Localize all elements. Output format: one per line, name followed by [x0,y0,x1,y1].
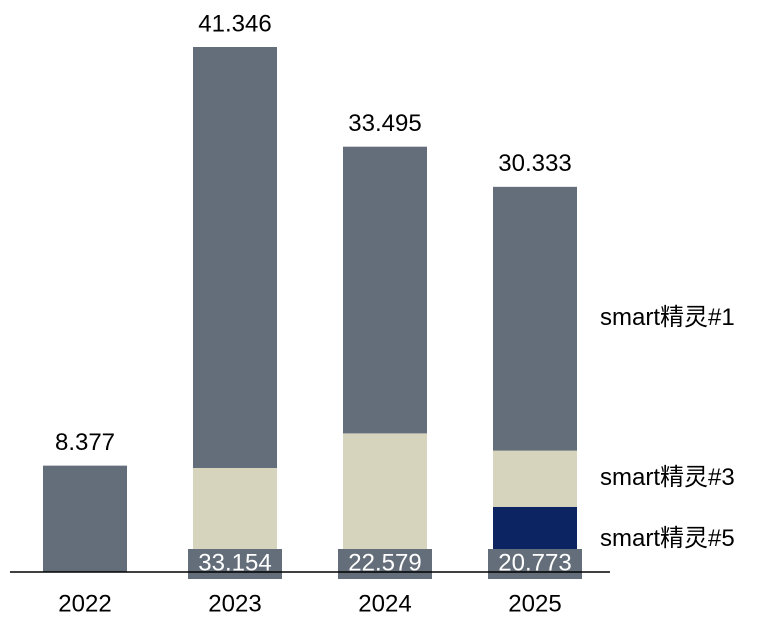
legend-label: smart精灵#3 [600,464,735,491]
bar-segment [343,433,427,555]
legend-label: smart精灵#5 [600,525,735,552]
total-label: 30.333 [498,150,571,177]
x-tick-label: 2023 [208,590,261,617]
bar-segment [193,47,277,468]
label-bg [188,549,282,579]
label-bg [488,549,582,579]
total-label: 41.346 [198,10,271,37]
total-label: 33.495 [348,110,421,137]
bar-segment [493,450,577,507]
total-label: 8.377 [55,429,115,456]
x-tick-label: 2024 [358,590,411,617]
x-tick-label: 2022 [58,590,111,617]
label-bg [338,549,432,579]
x-tick-label: 2025 [508,590,561,617]
bar-segment [43,465,127,572]
bar-segment [493,186,577,451]
legend-label: smart精灵#1 [600,304,735,331]
bar-segment [343,146,427,434]
